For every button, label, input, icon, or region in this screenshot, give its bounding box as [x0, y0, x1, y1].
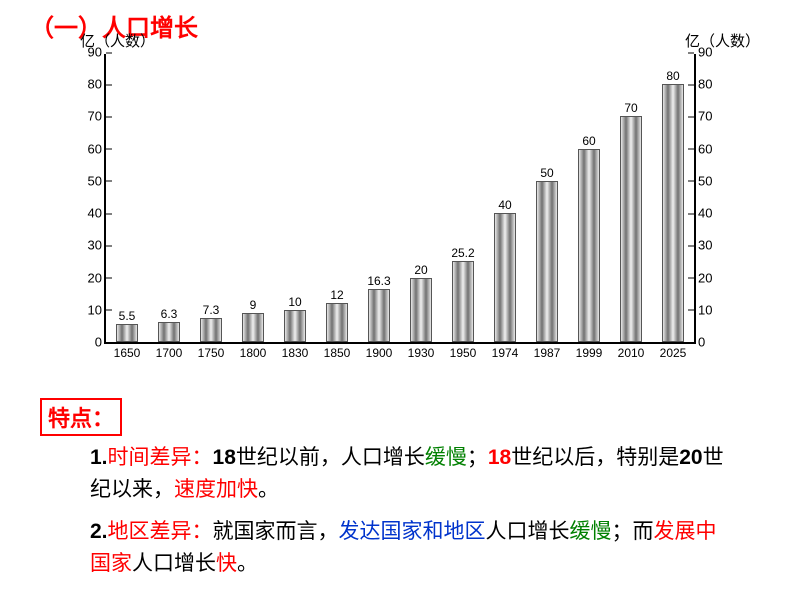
ytick-left: 50	[76, 174, 106, 187]
bar-value-label: 40	[498, 198, 511, 212]
bar-value-label: 12	[330, 288, 343, 302]
ytick-right: 20	[694, 271, 724, 284]
p1-e: ；	[467, 446, 488, 469]
bar: 16.3	[368, 289, 390, 342]
bar-value-label: 80	[666, 69, 679, 83]
ytick-left: 30	[76, 239, 106, 252]
p2-b: 就国家而言，	[213, 520, 339, 543]
ytick-right: 70	[694, 110, 724, 123]
bar-value-label: 70	[624, 101, 637, 115]
bar: 6.3	[158, 322, 180, 342]
ytick-left: 40	[76, 207, 106, 220]
p1-f: 18	[488, 446, 511, 469]
ytick-left: 0	[76, 336, 106, 349]
p1-g: 世纪以后，特别是	[511, 446, 679, 469]
bar: 5.5	[116, 324, 138, 342]
x-category-label: 2010	[618, 346, 645, 360]
ytick-right: 30	[694, 239, 724, 252]
p2-f: ；而	[612, 520, 654, 543]
point-2: 2.地区差异：就国家而言，发达国家和地区人口增长缓慢；而发展中国家人口增长快。	[90, 516, 730, 579]
bar: 50	[536, 181, 558, 342]
ytick-left: 70	[76, 110, 106, 123]
x-category-label: 1650	[114, 346, 141, 360]
bar: 80	[662, 84, 684, 342]
p1-b: 18	[213, 446, 236, 469]
ytick-right: 80	[694, 78, 724, 91]
p2-num: 2.	[90, 520, 108, 543]
x-category-label: 1974	[492, 346, 519, 360]
p2-a: 地区差异：	[108, 520, 213, 543]
bar-value-label: 6.3	[161, 307, 178, 321]
x-category-label: 1850	[324, 346, 351, 360]
plot-area: 001010202030304040505060607070808090905.…	[104, 54, 696, 344]
bar: 10	[284, 310, 306, 342]
ytick-left: 20	[76, 271, 106, 284]
bar-value-label: 60	[582, 134, 595, 148]
bar-value-label: 25.2	[451, 246, 474, 260]
p1-num: 1.	[90, 446, 108, 469]
p1-c: 世纪以前，人口增长	[236, 446, 425, 469]
p1-d: 缓慢	[425, 446, 467, 469]
p2-c: 发达国家和地区	[339, 520, 486, 543]
p2-j: 。	[237, 552, 258, 575]
x-category-label: 1830	[282, 346, 309, 360]
bar: 12	[326, 303, 348, 342]
p2-h: 人口增长	[132, 552, 216, 575]
feature-label-text: 特点：	[48, 406, 114, 431]
bar-value-label: 50	[540, 166, 553, 180]
ytick-left: 80	[76, 78, 106, 91]
p1-j: 速度加快	[174, 478, 258, 501]
bar: 70	[620, 116, 642, 342]
p2-e: 缓慢	[570, 520, 612, 543]
ytick-right: 0	[694, 336, 724, 349]
p1-k: 。	[258, 478, 279, 501]
x-category-label: 1700	[156, 346, 183, 360]
p1-h: 20	[679, 446, 702, 469]
x-category-label: 1800	[240, 346, 267, 360]
point-1: 1.时间差异：18世纪以前，人口增长缓慢；18世纪以后，特别是20世纪以来，速度…	[90, 442, 730, 505]
ytick-left: 60	[76, 142, 106, 155]
x-category-label: 1930	[408, 346, 435, 360]
ytick-left: 90	[76, 46, 106, 59]
x-category-label: 1950	[450, 346, 477, 360]
bar-value-label: 10	[288, 295, 301, 309]
bar: 9	[242, 313, 264, 342]
feature-label-box: 特点：	[40, 398, 122, 436]
ytick-left: 10	[76, 303, 106, 316]
ytick-right: 60	[694, 142, 724, 155]
ytick-right: 10	[694, 303, 724, 316]
x-category-label: 1999	[576, 346, 603, 360]
bar-value-label: 20	[414, 263, 427, 277]
bar: 20	[410, 278, 432, 342]
x-category-label: 1987	[534, 346, 561, 360]
bar: 25.2	[452, 261, 474, 342]
population-chart: 亿（人数） 亿（人数） 0010102020303040405050606070…	[60, 36, 740, 376]
p2-d: 人口增长	[486, 520, 570, 543]
bar: 60	[578, 149, 600, 342]
bar-value-label: 9	[250, 298, 257, 312]
bar: 40	[494, 213, 516, 342]
x-category-label: 1750	[198, 346, 225, 360]
p1-a: 时间差异：	[108, 446, 213, 469]
ytick-right: 50	[694, 174, 724, 187]
x-category-label: 2025	[660, 346, 687, 360]
bar-value-label: 16.3	[367, 274, 390, 288]
p2-i: 快	[216, 552, 237, 575]
bar: 7.3	[200, 318, 222, 342]
bar-value-label: 7.3	[203, 303, 220, 317]
ytick-right: 90	[694, 46, 724, 59]
ytick-right: 40	[694, 207, 724, 220]
bar-value-label: 5.5	[119, 309, 136, 323]
x-category-label: 1900	[366, 346, 393, 360]
